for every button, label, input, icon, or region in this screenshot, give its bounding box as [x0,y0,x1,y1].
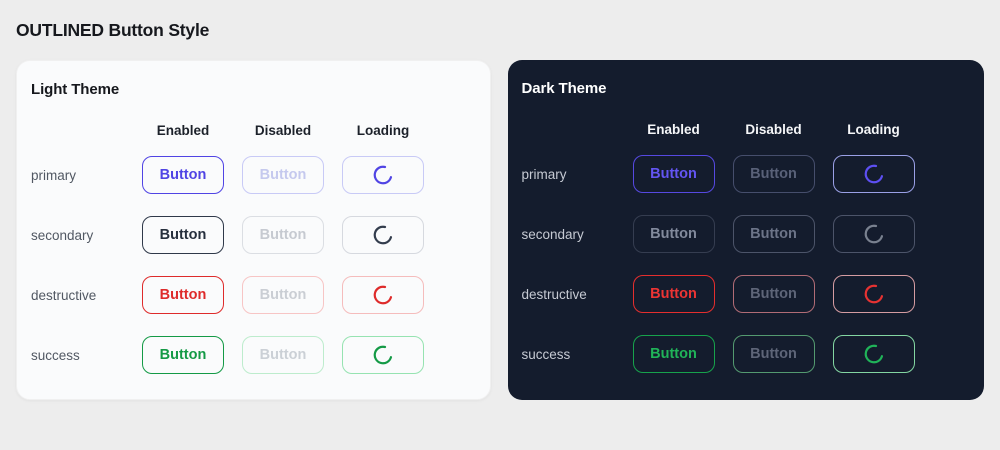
light-success-disabled-button: Button [242,336,324,374]
dark-theme-grid: Enabled Disabled Loading primary Button … [522,114,985,384]
spinner-icon [864,344,883,364]
button-label: Button [650,166,697,182]
dark-success-loading-button [832,335,915,373]
button-label: Button [750,166,797,182]
dark-theme-panel: Dark Theme Enabled Disabled Loading prim… [507,60,985,400]
dark-destructive-loading-button [832,275,915,313]
light-theme-title: Light Theme [31,81,120,98]
dark-destructive-enabled-button[interactable]: Button [632,275,715,313]
column-header-disabled: Disabled [745,121,802,137]
row-label-success: success [31,347,80,363]
dark-primary-disabled-button: Button [732,155,815,193]
theme-panels: Light Theme Enabled Disabled Loading pri… [16,60,984,400]
column-header-loading: Loading [356,122,410,138]
column-header-enabled: Enabled [647,121,700,137]
grid-spacer [31,115,133,145]
button-label: Button [259,167,307,183]
column-header-loading: Loading [847,121,900,137]
light-destructive-disabled-button: Button [242,276,324,314]
spinner-icon [373,345,393,365]
button-label: Button [750,226,797,242]
column-header-disabled: Disabled [254,122,312,138]
dark-success-enabled-button[interactable]: Button [632,335,715,373]
button-label: Button [259,347,307,363]
row-label-success: success [521,346,571,362]
dark-success-disabled-button: Button [732,335,815,373]
button-label: Button [650,226,697,242]
button-label: Button [750,286,797,302]
light-success-loading-button [342,336,424,374]
page-title: OUTLINED Button Style [16,20,210,40]
button-label: Button [650,286,697,302]
page: OUTLINED Button Style Light Theme Enable… [16,20,984,400]
light-secondary-enabled-button[interactable]: Button [142,216,224,254]
spinner-icon [864,164,883,184]
row-label-secondary: secondary [521,226,584,242]
dark-primary-loading-button [832,155,915,193]
light-primary-disabled-button: Button [242,156,324,194]
dark-theme-title: Dark Theme [521,80,607,97]
button-label: Button [750,346,797,362]
button-label: Button [159,347,207,363]
row-label-secondary: secondary [31,227,94,243]
light-destructive-loading-button [342,276,424,314]
row-label-primary: primary [31,167,77,183]
dark-secondary-disabled-button: Button [732,215,815,253]
light-theme-panel: Light Theme Enabled Disabled Loading pri… [16,60,491,400]
light-success-enabled-button[interactable]: Button [142,336,224,374]
spinner-icon [864,284,883,304]
dark-secondary-enabled-button[interactable]: Button [632,215,715,253]
spinner-icon [373,165,393,185]
row-label-primary: primary [521,166,567,182]
row-label-destructive: destructive [31,287,97,303]
spinner-icon [373,225,393,245]
grid-spacer [522,114,624,144]
light-primary-enabled-button[interactable]: Button [142,156,224,194]
button-label: Button [259,287,307,303]
dark-primary-enabled-button[interactable]: Button [632,155,715,193]
light-secondary-loading-button [342,216,424,254]
spinner-icon [373,285,393,305]
button-label: Button [259,227,307,243]
button-label: Button [159,167,207,183]
light-destructive-enabled-button[interactable]: Button [142,276,224,314]
button-label: Button [159,287,207,303]
light-secondary-disabled-button: Button [242,216,324,254]
light-primary-loading-button [342,156,424,194]
light-theme-grid: Enabled Disabled Loading primary Button … [31,115,490,385]
button-label: Button [650,346,697,362]
column-header-enabled: Enabled [156,122,210,138]
row-label-destructive: destructive [521,286,587,302]
dark-destructive-disabled-button: Button [732,275,815,313]
spinner-icon [864,224,883,244]
button-label: Button [159,227,207,243]
dark-secondary-loading-button [832,215,915,253]
